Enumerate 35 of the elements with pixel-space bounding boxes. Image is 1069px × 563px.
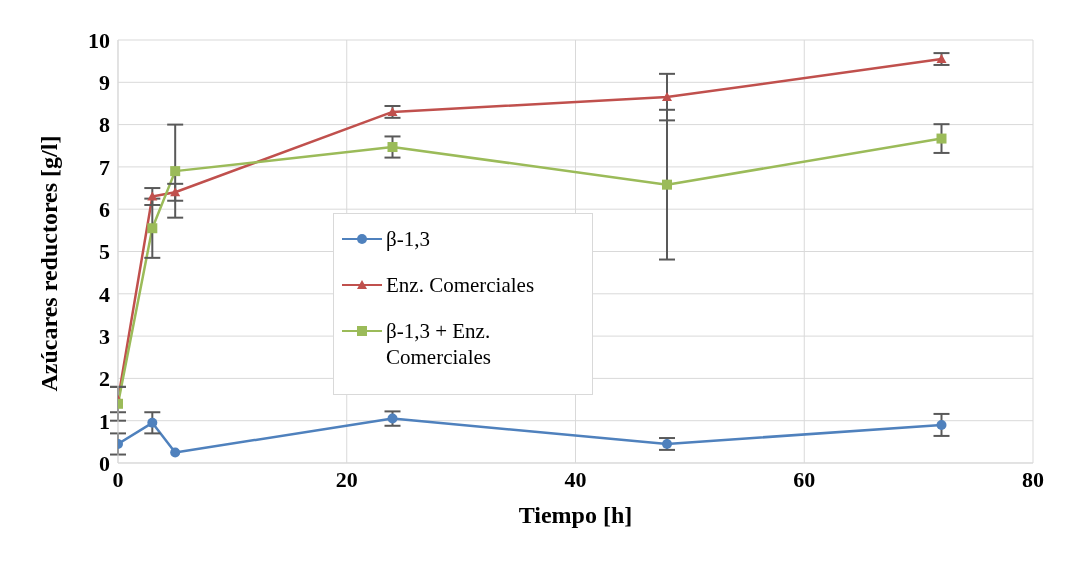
x-tick-label: 80 [1022, 466, 1044, 492]
y-tick-label: 0 [99, 450, 110, 476]
y-tick-label: 4 [99, 281, 110, 307]
legend-label: β-1,3 + Enz. Comerciales [386, 318, 492, 370]
y-tick-label: 6 [99, 197, 110, 223]
point [387, 106, 398, 116]
point [147, 191, 158, 201]
y-tick-label: 10 [88, 27, 110, 53]
point [387, 413, 398, 424]
x-tick-label: 40 [564, 466, 587, 492]
x-tick-label: 20 [335, 466, 358, 492]
y-tick-label: 9 [99, 70, 110, 96]
point [147, 223, 158, 234]
point [936, 54, 947, 64]
point [147, 417, 158, 428]
point [662, 438, 672, 449]
y-tick-label: 8 [99, 112, 110, 138]
point [170, 447, 181, 458]
point [170, 166, 181, 177]
point [387, 142, 398, 153]
y-axis-title: Azúcares reductores [g/l] [35, 135, 62, 392]
legend-label: Enz. Comerciales [386, 272, 535, 298]
x-axis-title: Tiempo [h] [518, 502, 633, 528]
y-tick-label: 7 [99, 154, 110, 180]
y-tick-label: 1 [99, 408, 110, 434]
y-tick-label: 3 [99, 323, 110, 349]
y-tick-label: 5 [99, 239, 110, 265]
point [662, 92, 672, 102]
x-tick-label: 60 [793, 466, 816, 492]
point [936, 133, 947, 144]
point [170, 187, 181, 197]
y-tick-label: 2 [99, 366, 110, 392]
legend-label: β-1,3 [386, 226, 430, 252]
point [662, 179, 672, 190]
point [936, 419, 947, 430]
